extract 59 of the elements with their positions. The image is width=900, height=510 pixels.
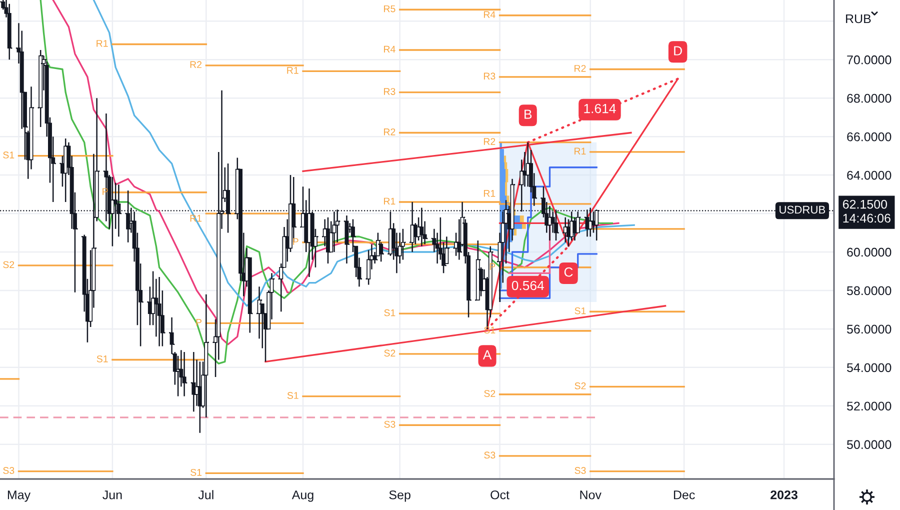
y-tick-label: 54.0000	[847, 363, 892, 372]
annotation: P	[293, 238, 298, 245]
annotation: R2	[384, 128, 396, 136]
y-tick-label: 60.0000	[847, 248, 892, 257]
annotation: S1	[574, 307, 586, 314]
ref-line-label: USDRUB	[780, 206, 826, 214]
annotation: S3	[574, 467, 586, 474]
y-tick-label: 70.0000	[847, 55, 892, 64]
annotation: R4	[384, 46, 396, 53]
annotation: A	[482, 350, 492, 360]
annotation: S1	[384, 309, 396, 316]
annotation: S2	[3, 261, 14, 268]
annotation: R1	[384, 198, 396, 204]
x-tick-label: Aug	[292, 490, 314, 502]
annotation: R2	[484, 138, 496, 145]
y-tick-label: 68.0000	[847, 94, 892, 103]
y-tick-label: 52.0000	[847, 402, 892, 411]
annotation: S1	[484, 326, 496, 334]
annotation: S1	[190, 468, 202, 476]
y-tick-label: 50.0000	[847, 440, 892, 450]
text: 14:46:06	[843, 214, 890, 223]
x-tick-label: May	[8, 490, 31, 502]
x-tick-label: Oct	[490, 490, 510, 500]
text: 62.1500	[842, 200, 888, 209]
annotation: R1	[484, 190, 496, 197]
annotation: S1	[287, 392, 298, 399]
annotation: B	[524, 110, 532, 119]
annotation: R4	[484, 11, 496, 18]
annotation: S1	[3, 152, 14, 158]
annotation: R2	[574, 64, 586, 72]
annotation: R2	[190, 61, 202, 68]
y-tick-label: 58.0000	[847, 286, 892, 296]
x-tick-label: Jul	[198, 490, 214, 500]
annotation: S2	[574, 382, 586, 390]
annotation: S1	[96, 355, 108, 362]
y-tick-label: 66.0000	[847, 132, 892, 142]
annotation: R3	[484, 72, 496, 80]
annotation: S2	[384, 350, 396, 357]
annotation: S3	[3, 467, 14, 474]
annotation: 0.564	[512, 280, 544, 290]
annotation: R5	[384, 5, 396, 12]
annotation: R1	[574, 148, 586, 154]
annotation: S2	[484, 390, 496, 397]
annotation: R1	[96, 40, 108, 47]
x-tick-label: Dec	[674, 490, 695, 500]
y-tick-label: 64.0000	[847, 170, 892, 180]
y-axis-title: RUB	[846, 14, 871, 24]
annotation: 1.614	[584, 104, 616, 114]
annotation: D	[674, 46, 682, 56]
annotation: R1	[287, 67, 298, 74]
x-tick-label: Jun	[102, 490, 122, 500]
y-tick-label: 56.0000	[847, 324, 892, 334]
x-tick-label: Nov	[580, 490, 602, 500]
annotation: R3	[384, 88, 396, 95]
annotation: S3	[484, 452, 496, 459]
annotation: C	[564, 267, 573, 277]
x-tick-label: 2023	[770, 490, 798, 500]
x-tick-label: Sep	[389, 490, 410, 502]
annotation: S3	[384, 420, 396, 428]
